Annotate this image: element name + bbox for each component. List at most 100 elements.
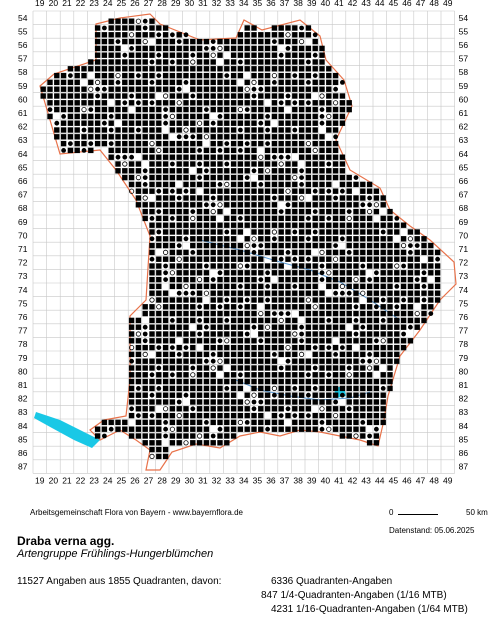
occurrence-square	[108, 38, 114, 45]
occurrence-square	[353, 351, 359, 358]
occurrence-dot	[367, 195, 372, 201]
occurrence-square	[319, 304, 325, 310]
occurrence-dot	[210, 352, 216, 357]
occurrence-square	[217, 120, 223, 126]
occurrence-square	[237, 317, 244, 324]
occurrence-square	[230, 188, 237, 194]
occurrence-square	[285, 66, 291, 72]
occurrence-square	[169, 120, 176, 126]
occurrence-square	[332, 202, 339, 208]
occurrence-square	[346, 385, 352, 392]
occurrence-square	[434, 283, 441, 290]
occurrence-square	[149, 229, 155, 235]
occurrence-square	[149, 440, 155, 446]
occurrence-square	[251, 378, 257, 385]
occurrence-square	[251, 120, 257, 126]
occurrence-dot	[319, 270, 325, 276]
occurrence-square	[128, 52, 135, 58]
occurrence-square	[332, 276, 339, 283]
occurrence-dot	[156, 73, 162, 78]
occurrence-square	[217, 385, 223, 392]
y-axis-label: 78	[459, 339, 469, 349]
occurrence-square	[156, 127, 162, 133]
occurrence-dot	[163, 114, 169, 119]
occurrence-dot	[183, 32, 189, 38]
occurrence-square	[353, 229, 359, 235]
occurrence-square	[339, 372, 346, 378]
occurrence-square	[210, 229, 216, 235]
occurrence-square	[251, 202, 257, 208]
occurrence-square	[414, 317, 420, 324]
occurrence-square	[203, 412, 210, 419]
occurrence-square	[196, 72, 203, 79]
occurrence-square	[332, 317, 339, 324]
occurrence-square	[298, 290, 305, 296]
occurrence-square	[101, 426, 108, 432]
occurrence-square	[196, 202, 203, 208]
occurrence-square	[353, 365, 359, 371]
occurrence-square	[162, 86, 169, 92]
occurrence-dot	[197, 304, 203, 310]
occurrence-square	[258, 174, 264, 181]
occurrence-ring	[142, 38, 148, 45]
occurrence-square	[196, 168, 203, 174]
occurrence-square	[217, 208, 223, 215]
occurrence-square	[176, 93, 182, 99]
occurrence-square	[278, 72, 284, 79]
occurrence-square	[149, 283, 155, 290]
occurrence-square	[326, 406, 332, 412]
occurrence-dot	[156, 345, 162, 350]
occurrence-square	[305, 304, 312, 310]
occurrence-square	[183, 297, 189, 303]
occurrence-square	[339, 195, 346, 201]
occurrence-square	[217, 297, 223, 303]
occurrence-square	[387, 365, 393, 371]
occurrence-square	[312, 290, 318, 296]
occurrence-square	[149, 93, 155, 99]
occurrence-square	[285, 399, 291, 405]
occurrence-dot	[272, 352, 277, 357]
occurrence-square	[156, 236, 162, 242]
occurrence-square	[169, 358, 176, 364]
occurrence-square	[135, 168, 142, 174]
occurrence-square	[190, 392, 196, 398]
occurrence-square	[142, 392, 148, 398]
occurrence-square	[366, 412, 373, 419]
occurrence-square	[122, 38, 128, 45]
occurrence-square	[224, 372, 230, 378]
x-axis-label: 48	[429, 475, 439, 485]
occurrence-square	[319, 195, 325, 201]
occurrence-dot	[210, 433, 216, 439]
x-axis-label: 39	[307, 0, 317, 8]
occurrence-square	[251, 256, 257, 262]
occurrence-square	[101, 38, 108, 45]
x-axis-label: 35	[253, 475, 263, 485]
occurrence-square	[421, 242, 427, 249]
occurrence-square	[122, 419, 128, 426]
occurrence-square	[258, 188, 264, 194]
occurrence-dot	[292, 386, 298, 391]
occurrence-square	[251, 181, 257, 188]
occurrence-square	[278, 351, 284, 358]
occurrence-square	[251, 215, 257, 222]
occurrence-square	[264, 52, 271, 58]
occurrence-square	[237, 331, 244, 337]
x-axis-label: 45	[389, 475, 399, 485]
occurrence-square	[251, 419, 257, 426]
occurrence-square	[360, 236, 366, 242]
occurrence-square	[169, 324, 176, 330]
occurrence-square	[237, 72, 244, 79]
occurrence-square	[183, 412, 189, 419]
occurrence-square	[394, 338, 400, 344]
occurrence-square	[244, 32, 250, 38]
occurrence-square	[244, 290, 250, 296]
occurrence-square	[326, 79, 332, 86]
occurrence-square	[271, 32, 278, 38]
occurrence-square	[305, 378, 312, 385]
y-axis-label: 75	[18, 298, 28, 308]
occurrence-square	[244, 25, 250, 31]
occurrence-square	[326, 399, 332, 405]
occurrence-square	[203, 93, 210, 99]
occurrence-square	[142, 79, 148, 86]
occurrence-square	[108, 18, 114, 24]
